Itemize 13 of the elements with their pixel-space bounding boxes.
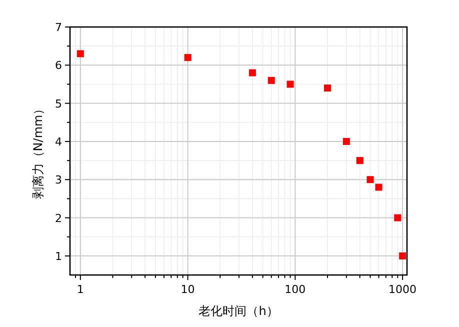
x-tick-label: 1 xyxy=(76,283,84,296)
y-tick-label: 2 xyxy=(55,212,62,225)
y-axis-title: 剥离力（N/mm） xyxy=(31,102,45,200)
y-tick-label: 7 xyxy=(55,21,62,34)
y-tick-label: 1 xyxy=(55,250,62,263)
x-tick-label: 1000 xyxy=(388,283,417,296)
x-tick-label: 100 xyxy=(284,283,306,296)
y-tick-label: 3 xyxy=(55,174,62,187)
x-tick-label: 10 xyxy=(180,283,195,296)
y-tick-label: 4 xyxy=(55,135,62,148)
x-axis-title: 老化时间（h） xyxy=(198,304,278,318)
y-tick-label: 5 xyxy=(55,97,62,110)
y-tick-label: 6 xyxy=(55,59,62,72)
